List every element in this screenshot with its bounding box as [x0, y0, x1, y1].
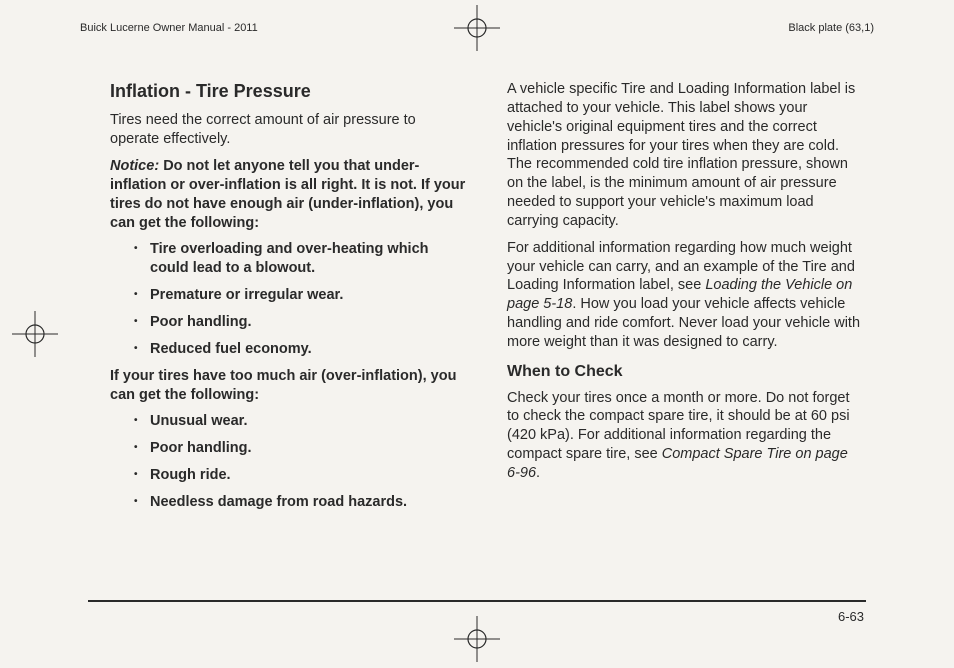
list-item: Needless damage from road hazards.	[110, 493, 467, 512]
notice-paragraph: Notice: Do not let anyone tell you that …	[110, 157, 467, 232]
list-item: Poor handling.	[110, 313, 467, 332]
left-column: Inflation - Tire Pressure Tires need the…	[110, 80, 467, 578]
header-bar: Buick Lucerne Owner Manual - 2011 Black …	[0, 18, 954, 38]
list-item: Poor handling.	[110, 439, 467, 458]
registration-mark-top	[454, 5, 500, 51]
list-item: Rough ride.	[110, 466, 467, 485]
under-inflation-list: Tire overloading and over-heating which …	[110, 240, 467, 358]
section-heading-inflation: Inflation - Tire Pressure	[110, 80, 467, 103]
p3-tail: .	[536, 465, 540, 481]
registration-mark-left	[12, 311, 58, 357]
header-left: Buick Lucerne Owner Manual - 2011	[80, 22, 258, 34]
list-item: Tire overloading and over-heating which …	[110, 240, 467, 278]
header-right: Black plate (63,1)	[788, 22, 874, 34]
intro-paragraph: Tires need the correct amount of air pre…	[110, 111, 467, 149]
notice-label: Notice:	[110, 158, 159, 174]
footer-rule	[88, 600, 866, 602]
content-area: Inflation - Tire Pressure Tires need the…	[110, 80, 864, 578]
list-item: Premature or irregular wear.	[110, 286, 467, 305]
label-info-paragraph: A vehicle specific Tire and Loading Info…	[507, 80, 864, 231]
page-root: Buick Lucerne Owner Manual - 2011 Black …	[0, 0, 954, 668]
when-to-check-paragraph: Check your tires once a month or more. D…	[507, 389, 864, 483]
registration-mark-bottom	[454, 616, 500, 662]
subsection-heading-when-to-check: When to Check	[507, 362, 864, 383]
notice-text: Do not let anyone tell you that under-in…	[110, 158, 465, 231]
right-column: A vehicle specific Tire and Loading Info…	[507, 80, 864, 578]
list-item: Unusual wear.	[110, 412, 467, 431]
over-inflation-list: Unusual wear. Poor handling. Rough ride.…	[110, 412, 467, 511]
additional-info-paragraph: For additional information regarding how…	[507, 239, 864, 352]
list-item: Reduced fuel economy.	[110, 340, 467, 359]
over-inflation-intro: If your tires have too much air (over-in…	[110, 367, 467, 405]
page-number: 6-63	[838, 609, 864, 624]
